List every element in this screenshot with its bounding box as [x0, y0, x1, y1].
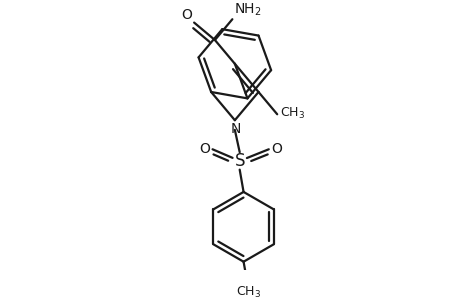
- Text: O: O: [271, 142, 282, 156]
- Text: CH$_3$: CH$_3$: [235, 285, 260, 300]
- Text: NH$_2$: NH$_2$: [234, 2, 261, 18]
- Text: N: N: [230, 122, 241, 136]
- Text: S: S: [234, 152, 244, 170]
- Text: CH$_3$: CH$_3$: [280, 106, 305, 121]
- Text: O: O: [198, 142, 209, 156]
- Text: O: O: [181, 8, 192, 22]
